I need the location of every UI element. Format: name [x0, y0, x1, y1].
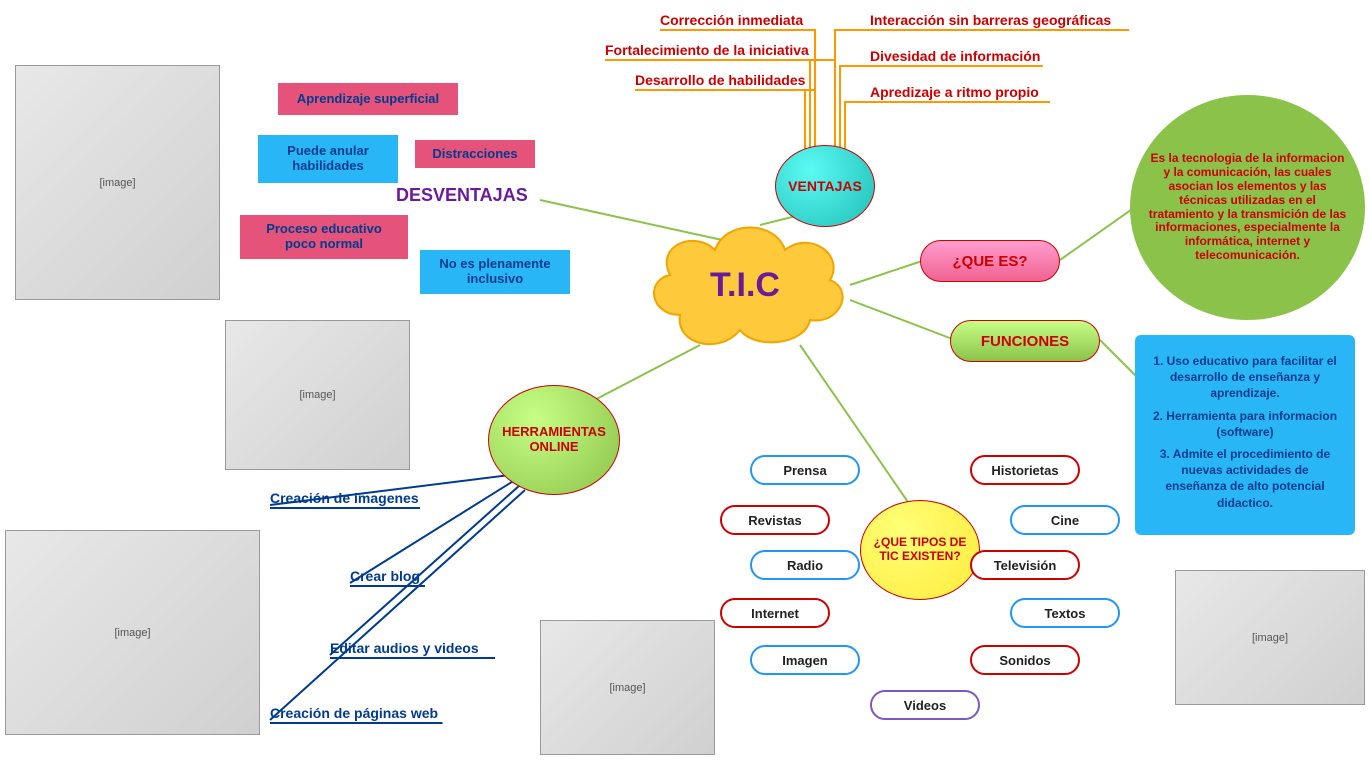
node-funciones: FUNCIONES — [950, 320, 1100, 362]
image-lastic-icons: [image] — [5, 530, 260, 735]
tipo-pill-7: Televisión — [970, 550, 1080, 580]
image-person-monitor: [image] — [15, 65, 220, 300]
tipo-pill-5: Historietas — [970, 455, 1080, 485]
herramienta-label-1: Crear blog — [350, 568, 420, 584]
tipo-pill-4: Imagen — [750, 645, 860, 675]
tipo-pill-3: Internet — [720, 598, 830, 628]
desventaja-box-4: No es plenamente inclusivo — [420, 250, 570, 294]
ventaja-label-1: Fortalecimiento de la iniciativa — [605, 42, 809, 58]
tipo-pill-2: Radio — [750, 550, 860, 580]
ventaja-label-0: Corrección inmediata — [660, 12, 803, 28]
panel-funciones: 1. Uso educativo para facilitar el desar… — [1135, 335, 1355, 535]
ventaja-label-5: Apredizaje a ritmo propio — [870, 84, 1039, 100]
center-node-tic: T.I.C — [640, 215, 850, 355]
node-ventajas: VENTAJAS — [775, 145, 875, 227]
herramienta-label-2: Editar audios y videos — [330, 640, 479, 656]
node-quees: ¿QUE ES? — [920, 240, 1060, 282]
image-tech-hands: [image] — [540, 620, 715, 755]
ventaja-label-4: Divesidad de información — [870, 48, 1040, 64]
ventaja-label-3: Interacción sin barreras geográficas — [870, 12, 1111, 28]
image-kids-globe: [image] — [225, 320, 410, 470]
node-tipos: ¿QUE TIPOS DE TIC EXISTEN? — [860, 500, 980, 600]
tipo-pill-9: Sonidos — [970, 645, 1080, 675]
desventaja-box-1: Puede anular habilidades — [258, 135, 398, 183]
panel-que-es: Es la tecnologia de la informacion y la … — [1130, 95, 1365, 320]
herramienta-label-0: Creación de imagenes — [270, 490, 419, 506]
mindmap-canvas: T.I.C VENTAJAS DESVENTAJAS HERRAMIENTAS ON… — [0, 0, 1370, 763]
image-multitask: [image] — [1175, 570, 1365, 705]
ventaja-label-2: Desarrollo de habilidades — [635, 72, 805, 88]
node-desventajas: DESVENTAJAS — [396, 185, 528, 206]
tipo-pill-10: Videos — [870, 690, 980, 720]
node-herramientas: HERRAMIENTAS ONLINE — [488, 385, 620, 495]
desventaja-box-3: Proceso educativo poco normal — [240, 215, 408, 259]
desventaja-box-2: Distracciones — [415, 140, 535, 168]
tipo-pill-6: Cine — [1010, 505, 1120, 535]
tipo-pill-8: Textos — [1010, 598, 1120, 628]
desventaja-box-0: Aprendizaje superficial — [278, 83, 458, 115]
herramienta-label-3: Creación de páginas web — [270, 705, 438, 721]
tipo-pill-1: Revistas — [720, 505, 830, 535]
center-label: T.I.C — [710, 266, 780, 305]
tipo-pill-0: Prensa — [750, 455, 860, 485]
